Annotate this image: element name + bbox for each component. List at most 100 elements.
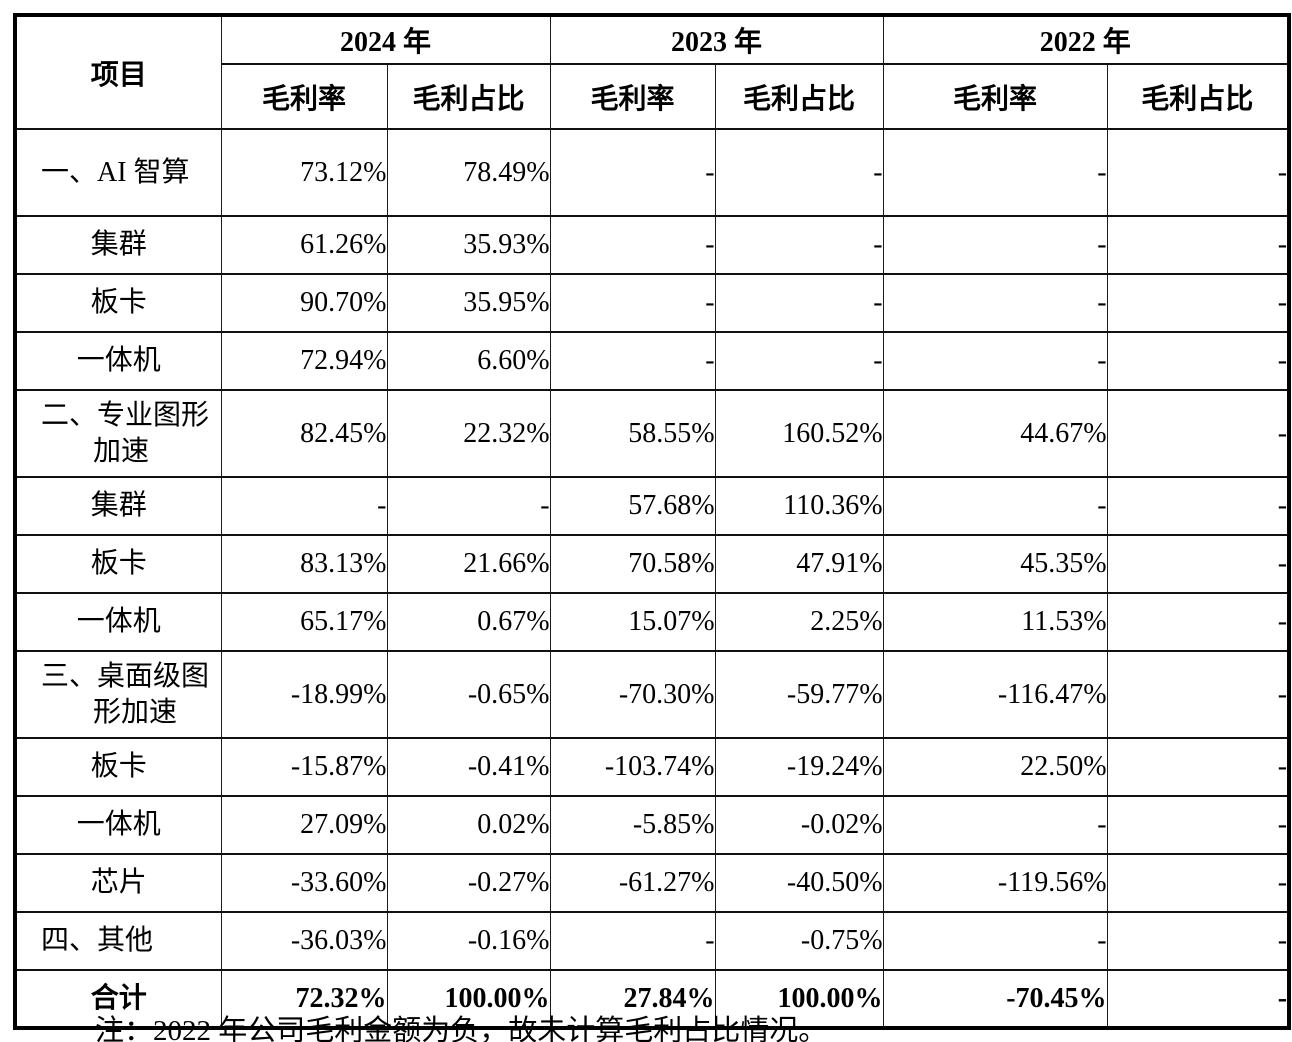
header-year-2024: 2024 年 xyxy=(220,14,551,65)
table-row: 集群 - - 57.68% 110.36% - - xyxy=(14,476,1290,536)
cell-2024-share: -0.65% xyxy=(386,650,551,739)
cell-2024-share: -0.41% xyxy=(386,737,551,797)
row-label: 集群 xyxy=(14,476,222,536)
cell-2024-share: 6.60% xyxy=(386,331,551,391)
cell-2023-share: - xyxy=(714,215,884,275)
cell-2023-margin: - xyxy=(549,215,716,275)
cell-2023-share: 100.00% xyxy=(714,969,884,1029)
gross-margin-table: 项目 2024 年 2023 年 2022 年 毛利率 毛利占比 毛利率 毛利占… xyxy=(13,13,1292,1030)
cell-2023-share: 2.25% xyxy=(714,592,884,652)
header-2024-share: 毛利占比 xyxy=(386,63,551,130)
table-row: 板卡 -15.87% -0.41% -103.74% -19.24% 22.50… xyxy=(14,737,1290,797)
row-label: 四、其他 xyxy=(14,911,222,971)
cell-2024-share: -0.16% xyxy=(386,911,551,971)
cell-2022-share: - xyxy=(1106,476,1290,536)
row-label: 一体机 xyxy=(14,592,222,652)
cell-2024-margin: 82.45% xyxy=(220,389,388,478)
cell-2024-margin: -33.60% xyxy=(220,853,388,913)
cell-2022-share: - xyxy=(1106,128,1290,217)
cell-2022-share: - xyxy=(1106,650,1290,739)
cell-2022-share: - xyxy=(1106,592,1290,652)
cell-2023-share: 47.91% xyxy=(714,534,884,594)
cell-2023-margin: - xyxy=(549,331,716,391)
cell-2023-share: -40.50% xyxy=(714,853,884,913)
cell-2023-margin: -61.27% xyxy=(549,853,716,913)
cell-2022-margin: - xyxy=(882,215,1108,275)
cell-2024-share: 35.93% xyxy=(386,215,551,275)
cell-2022-share: - xyxy=(1106,969,1290,1029)
cell-2023-share: -0.75% xyxy=(714,911,884,971)
cell-2023-margin: - xyxy=(549,273,716,333)
cell-2024-share: 22.32% xyxy=(386,389,551,478)
cell-2024-margin: -18.99% xyxy=(220,650,388,739)
cell-2022-share: - xyxy=(1106,795,1290,855)
cell-2024-share: 35.95% xyxy=(386,273,551,333)
header-2023-margin: 毛利率 xyxy=(549,63,716,130)
header-2022-margin: 毛利率 xyxy=(882,63,1108,130)
row-label: 板卡 xyxy=(14,534,222,594)
header-row-sub: 毛利率 毛利占比 毛利率 毛利占比 毛利率 毛利占比 xyxy=(15,63,1290,130)
cell-2022-margin: 11.53% xyxy=(882,592,1108,652)
row-label: 板卡 xyxy=(14,273,222,333)
cell-2022-margin: - xyxy=(882,331,1108,391)
row-label: 板卡 xyxy=(14,737,222,797)
cell-2022-margin: - xyxy=(882,128,1108,217)
header-year-2022: 2022 年 xyxy=(882,14,1290,65)
header-year-2023: 2023 年 xyxy=(549,14,884,65)
cell-2024-margin: 72.94% xyxy=(220,331,388,391)
cell-2024-share: -0.27% xyxy=(386,853,551,913)
cell-2024-margin: 65.17% xyxy=(220,592,388,652)
cell-2023-margin: 27.84% xyxy=(549,969,716,1029)
table-row: 芯片 -33.60% -0.27% -61.27% -40.50% -119.5… xyxy=(14,853,1290,913)
cell-2022-margin: -119.56% xyxy=(882,853,1108,913)
cell-2024-margin: 72.32% xyxy=(220,969,388,1029)
header-2022-share: 毛利占比 xyxy=(1106,63,1290,130)
cell-2022-share: - xyxy=(1106,389,1290,478)
row-label: 芯片 xyxy=(14,853,222,913)
cell-2023-margin: -103.74% xyxy=(549,737,716,797)
cell-2024-share: - xyxy=(386,476,551,536)
cell-2023-share: -19.24% xyxy=(714,737,884,797)
header-2023-share: 毛利占比 xyxy=(714,63,884,130)
cell-2022-margin: 22.50% xyxy=(882,737,1108,797)
cell-2022-margin: - xyxy=(882,795,1108,855)
cell-2023-margin: - xyxy=(549,911,716,971)
cell-2022-margin: - xyxy=(882,911,1108,971)
cell-2023-margin: 70.58% xyxy=(549,534,716,594)
cell-2024-share: 21.66% xyxy=(386,534,551,594)
cell-2023-margin: -70.30% xyxy=(549,650,716,739)
cell-2024-margin: 27.09% xyxy=(220,795,388,855)
cell-2022-share: - xyxy=(1106,853,1290,913)
cell-2022-share: - xyxy=(1106,911,1290,971)
cell-2022-margin: -70.45% xyxy=(882,969,1108,1029)
cell-2022-share: - xyxy=(1106,534,1290,594)
cell-2023-margin: 58.55% xyxy=(549,389,716,478)
table-row: 板卡 90.70% 35.95% - - - - xyxy=(14,273,1290,333)
row-label: 集群 xyxy=(14,215,222,275)
table-row: 四、其他 -36.03% -0.16% - -0.75% - - xyxy=(14,911,1290,971)
row-label: 一体机 xyxy=(14,795,222,855)
cell-2023-margin: 57.68% xyxy=(549,476,716,536)
cell-2024-margin: -36.03% xyxy=(220,911,388,971)
cell-2024-margin: 83.13% xyxy=(220,534,388,594)
cell-2024-share: 0.02% xyxy=(386,795,551,855)
cell-2023-margin: 15.07% xyxy=(549,592,716,652)
cell-2022-share: - xyxy=(1106,215,1290,275)
cell-2022-margin: - xyxy=(882,476,1108,536)
cell-2024-share: 0.67% xyxy=(386,592,551,652)
table-row: 一体机 27.09% 0.02% -5.85% -0.02% - - xyxy=(14,795,1290,855)
cell-2022-margin: - xyxy=(882,273,1108,333)
table-row: 一体机 72.94% 6.60% - - - - xyxy=(14,331,1290,391)
row-label: 一体机 xyxy=(14,331,222,391)
footnote: 注：2022 年公司毛利金额为负，故未计算毛利占比情况。 xyxy=(95,1015,828,1042)
cell-2023-share: -0.02% xyxy=(714,795,884,855)
cell-2023-margin: - xyxy=(549,128,716,217)
cell-2024-margin: -15.87% xyxy=(220,737,388,797)
cell-2023-margin: -5.85% xyxy=(549,795,716,855)
cell-2024-margin: 61.26% xyxy=(220,215,388,275)
table-row: 集群 61.26% 35.93% - - - - xyxy=(14,215,1290,275)
cell-2024-share: 78.49% xyxy=(386,128,551,217)
cell-2023-share: - xyxy=(714,273,884,333)
cell-2023-share: -59.77% xyxy=(714,650,884,739)
cell-2022-share: - xyxy=(1106,737,1290,797)
